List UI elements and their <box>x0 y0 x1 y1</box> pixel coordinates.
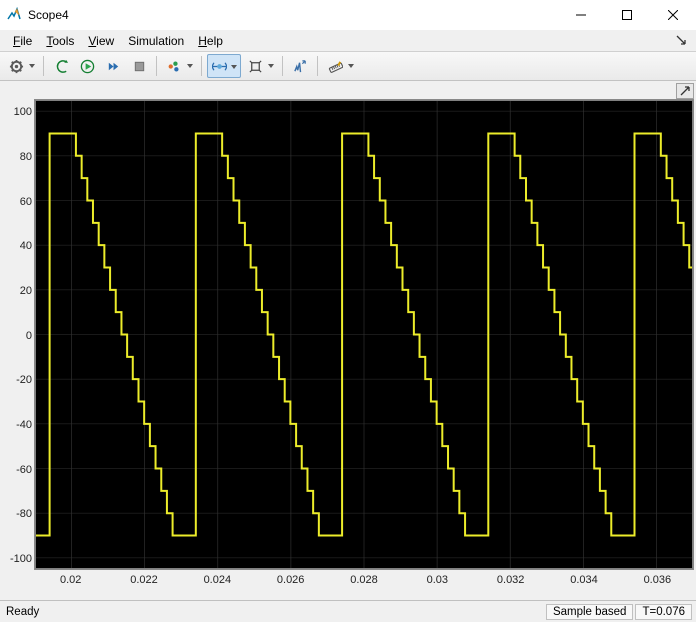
x-tick-label: 0.03 <box>427 574 448 586</box>
menu-simulation[interactable]: Simulation <box>121 32 191 50</box>
x-tick-label: 0.028 <box>350 574 378 586</box>
minimize-button[interactable] <box>558 0 604 30</box>
window-title: Scope4 <box>28 8 558 22</box>
settings-dropdown[interactable] <box>4 54 38 78</box>
chart[interactable] <box>34 99 694 570</box>
y-tick-label: -60 <box>16 464 32 476</box>
signals-button[interactable] <box>288 54 312 78</box>
statusbar: Ready Sample based T=0.076 <box>0 600 696 622</box>
x-tick-label: 0.032 <box>497 574 525 586</box>
y-tick-label: -80 <box>16 508 32 520</box>
menu-view[interactable]: View <box>81 32 121 50</box>
y-tick-label: 40 <box>20 240 32 252</box>
matlab-icon <box>6 7 22 23</box>
x-tick-label: 0.036 <box>644 574 672 586</box>
titlebar: Scope4 <box>0 0 696 30</box>
x-axis: 0.02 0.022 0.024 0.026 0.028 0.03 0.032 0.034 0.… <box>34 570 694 598</box>
highlight-dropdown[interactable] <box>162 54 196 78</box>
menu-tools[interactable]: Tools <box>39 32 81 50</box>
y-axis: 100 80 60 40 20 0 -20 -40 -60 -80 -100 <box>2 101 34 570</box>
stop-button[interactable] <box>127 54 151 78</box>
y-tick-label: 20 <box>20 285 32 297</box>
x-tick-label: 0.024 <box>204 574 232 586</box>
x-tick-label: 0.026 <box>277 574 305 586</box>
menubar-corner-icon[interactable] <box>672 34 690 48</box>
x-tick-label: 0.034 <box>570 574 598 586</box>
toolbar <box>0 52 696 81</box>
run-button[interactable] <box>75 54 99 78</box>
step-back-button[interactable] <box>49 54 73 78</box>
maximize-button[interactable] <box>604 0 650 30</box>
x-tick-label: 0.022 <box>130 574 158 586</box>
close-button[interactable] <box>650 0 696 30</box>
menubar: FileToolsViewSimulationHelp <box>0 30 696 52</box>
measure-dropdown[interactable] <box>323 54 357 78</box>
y-tick-label: 100 <box>14 106 32 118</box>
restore-arrow-button[interactable] <box>676 83 694 99</box>
scope-area: 100806040200-20-40-60-80-100 0.020.0220.… <box>0 81 696 600</box>
y-tick-label: -20 <box>16 374 32 386</box>
status-time: T=0.076 <box>635 604 692 620</box>
menu-help[interactable]: Help <box>191 32 230 50</box>
y-tick-label: 80 <box>20 151 32 163</box>
status-mode: Sample based <box>546 604 634 620</box>
step-forward-button[interactable] <box>101 54 125 78</box>
x-tick-label: 0.02 <box>60 574 81 586</box>
zoom-x-dropdown[interactable] <box>207 54 241 78</box>
y-tick-label: 0 <box>26 330 32 342</box>
status-ready: Ready <box>6 606 544 618</box>
y-tick-label: -100 <box>10 553 32 565</box>
y-tick-label: 60 <box>20 196 32 208</box>
y-tick-label: -40 <box>16 419 32 431</box>
autoscale-dropdown[interactable] <box>243 54 277 78</box>
menu-file[interactable]: File <box>6 32 39 50</box>
